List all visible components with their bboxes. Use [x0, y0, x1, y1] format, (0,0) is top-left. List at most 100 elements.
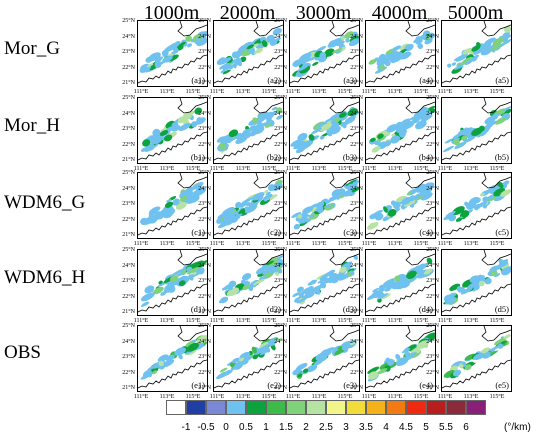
- longitude-label: 115°E: [337, 318, 353, 324]
- latitude-label: 23°N: [122, 49, 135, 55]
- column-header-4000m: 4000m: [371, 2, 428, 24]
- field-patch: [312, 61, 319, 66]
- latitude-label: 22°N: [122, 293, 135, 300]
- latitude-label: 25°N: [274, 95, 287, 101]
- field-patch: [351, 187, 359, 193]
- map-panel: (a4): [365, 20, 436, 87]
- province-boundary: [329, 21, 359, 37]
- map-panel: (d5): [441, 249, 512, 316]
- field-patch: [219, 367, 228, 373]
- field-patch: [345, 38, 350, 43]
- province-boundary: [405, 98, 435, 114]
- field-patch: [295, 146, 306, 154]
- field-patch: [442, 145, 455, 153]
- field-patch: [420, 35, 428, 40]
- longitude-label: 111°E: [437, 241, 453, 247]
- field-patch: [472, 352, 484, 360]
- longitude-label: 111°E: [209, 394, 225, 400]
- field-patch: [423, 268, 433, 275]
- longitude-label: 113°E: [463, 89, 479, 95]
- coastline: [138, 131, 207, 161]
- field-patch: [290, 139, 302, 147]
- coastline: [366, 206, 435, 236]
- field-map: [442, 250, 511, 313]
- latitude-label: 25°N: [426, 170, 439, 176]
- colorbar-tick-label: 1.5: [279, 422, 293, 433]
- coastline: [214, 206, 283, 236]
- field-patch: [417, 185, 428, 192]
- panel-label: (b5): [494, 152, 509, 162]
- latitude-label: 22°N: [274, 369, 287, 376]
- field-patch: [404, 351, 410, 357]
- longitude-label: 111°E: [209, 166, 225, 172]
- field-patch: [482, 196, 489, 203]
- panel-label: (b2): [266, 152, 281, 162]
- latitude-label: 21°N: [426, 232, 439, 238]
- field-patch: [195, 37, 200, 42]
- latitude-label: 23°N: [350, 49, 363, 55]
- coastline: [366, 283, 435, 313]
- latitude-label: 25°N: [274, 18, 287, 24]
- field-patch: [419, 106, 429, 115]
- field-patch: [484, 37, 496, 45]
- field-patch: [495, 117, 507, 125]
- field-patch: [503, 334, 511, 339]
- map-panel: (b5): [441, 97, 512, 164]
- field-patch: [471, 127, 483, 137]
- column-header-3000m: 3000m: [295, 2, 352, 24]
- field-patch: [501, 113, 509, 119]
- map-panel: (a2): [213, 20, 284, 87]
- column-header-1000m: 1000m: [143, 2, 200, 24]
- field-patch: [334, 193, 340, 200]
- map-panel: (d4): [365, 249, 436, 316]
- panel-label: (b1): [190, 152, 205, 162]
- field-patch: [142, 370, 153, 378]
- map-panel: (e3): [289, 325, 360, 392]
- field-patch: [501, 267, 511, 276]
- field-patch: [227, 285, 234, 291]
- field-patch: [159, 130, 169, 136]
- longitude-label: 111°E: [133, 241, 149, 247]
- field-patch: [221, 287, 227, 291]
- field-map: [214, 98, 283, 161]
- longitude-label: 115°E: [261, 166, 277, 172]
- field-patch: [386, 358, 395, 366]
- field-patch: [377, 298, 382, 303]
- longitude-label: 113°E: [235, 394, 251, 400]
- field-patch: [275, 107, 283, 114]
- field-patch: [165, 354, 175, 362]
- field-patch: [239, 351, 251, 360]
- latitude-label: 22°N: [350, 64, 363, 71]
- field-patch: [164, 57, 171, 63]
- colorbar-tick-label: 2: [303, 422, 309, 433]
- field-patch: [401, 348, 411, 354]
- field-patch: [492, 113, 499, 119]
- coastline: [214, 131, 283, 161]
- panel-label: (d5): [494, 304, 509, 314]
- field-patch: [245, 206, 257, 214]
- field-patch: [252, 354, 259, 360]
- field-patch: [464, 364, 472, 371]
- longitude-label: 111°E: [133, 166, 149, 172]
- coastline: [138, 283, 207, 313]
- province-boundary: [177, 326, 207, 342]
- field-patch: [321, 347, 335, 355]
- colorbar-tick-label: 3.5: [359, 422, 373, 433]
- colorbar-segment: [246, 400, 266, 415]
- latitude-label: 25°N: [350, 18, 363, 24]
- field-patch: [323, 277, 333, 284]
- field-patch: [181, 269, 187, 275]
- field-patch: [409, 116, 417, 121]
- latitude-label: 23°N: [122, 278, 135, 284]
- field-patch: [248, 202, 258, 209]
- field-patch: [467, 282, 478, 289]
- field-patch: [246, 44, 255, 50]
- latitude-label: 23°N: [122, 354, 135, 360]
- province-boundary: [329, 250, 359, 266]
- province-boundary: [177, 173, 207, 189]
- province-boundary: [253, 173, 283, 189]
- field-patch: [158, 280, 163, 285]
- panel-label: (a2): [267, 75, 281, 85]
- latitude-label: 24°N: [198, 33, 211, 40]
- latitude-label: 23°N: [274, 278, 287, 284]
